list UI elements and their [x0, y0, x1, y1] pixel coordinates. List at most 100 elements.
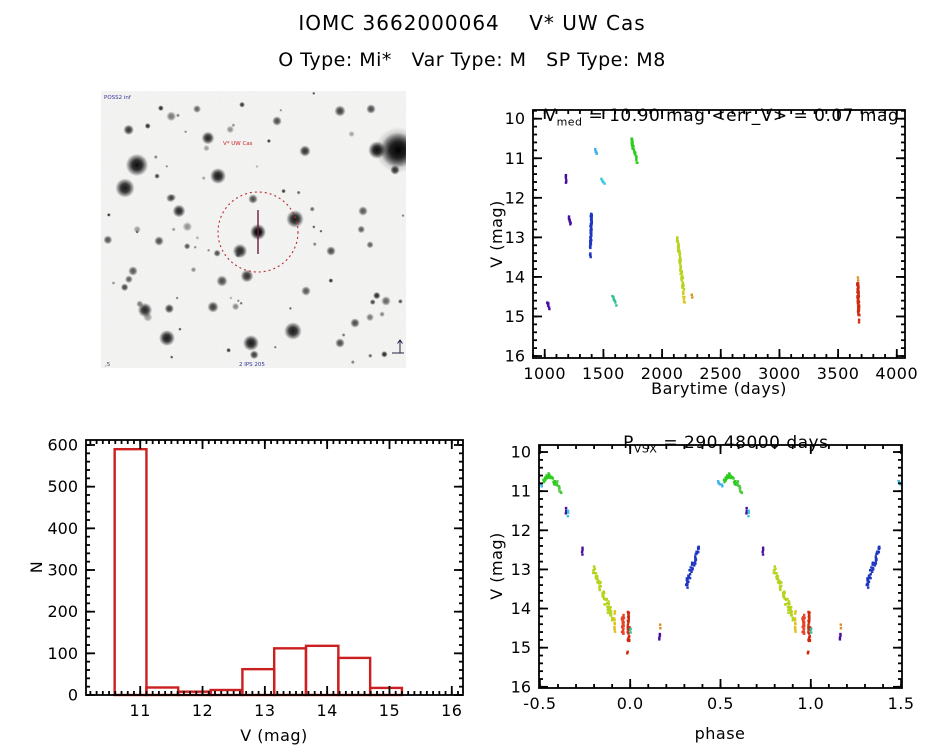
data-point: [728, 474, 731, 478]
data-point: [609, 605, 612, 609]
data-point: [592, 569, 595, 572]
data-point: [547, 303, 550, 307]
y-tick-label: 13: [505, 228, 525, 247]
data-point: [794, 610, 797, 613]
data-point: [678, 253, 681, 256]
data-point: [627, 621, 630, 624]
data-point: [633, 153, 637, 156]
data-point: [558, 487, 561, 490]
data-point: [838, 636, 842, 639]
data-point: [626, 650, 629, 653]
data-point: [677, 248, 681, 252]
data-point: [694, 555, 697, 558]
y-tick-label: 14: [511, 599, 531, 618]
data-point: [681, 286, 684, 289]
data-point: [747, 509, 750, 512]
y-tick-label: 16: [511, 677, 531, 696]
data-point: [565, 179, 568, 182]
data-point: [871, 563, 874, 566]
data-point: [782, 596, 786, 599]
data-point: [635, 158, 638, 162]
data-point: [564, 506, 568, 510]
data-point: [543, 477, 547, 481]
data-point: [610, 616, 614, 619]
data-point: [866, 579, 869, 582]
data-point: [856, 291, 859, 294]
data-point: [566, 515, 570, 518]
finder-bottom-label: 2 IPS 205: [239, 362, 265, 368]
data-point: [613, 622, 617, 626]
data-point: [780, 584, 783, 588]
data-point: [595, 577, 598, 581]
data-point: [681, 274, 684, 277]
data-point: [697, 546, 700, 550]
data-point: [567, 216, 571, 220]
data-point: [875, 550, 879, 553]
data-point: [659, 627, 662, 630]
data-point: [807, 619, 811, 623]
data-point: [622, 632, 625, 635]
data-point: [874, 562, 878, 565]
data-point: [679, 258, 682, 261]
data-point: [734, 483, 738, 486]
data-point: [802, 628, 805, 631]
data-point: [866, 581, 870, 585]
lightcurve-title-rest: = 10.90 mag <err_V> = 0.07 mag: [582, 106, 900, 126]
lightcurve-xlabel: Barytime (days): [651, 379, 787, 398]
data-point: [607, 605, 610, 608]
data-point: [606, 601, 610, 605]
data-point: [877, 550, 881, 554]
data-point: [866, 586, 870, 589]
data-point: [723, 480, 726, 484]
data-point: [856, 299, 860, 302]
data-point: [802, 632, 806, 635]
data-point: [564, 510, 568, 513]
data-point: [627, 639, 630, 643]
data-point: [631, 147, 635, 150]
data-point: [589, 240, 592, 243]
data-point: [627, 617, 630, 620]
data-point: [761, 548, 765, 552]
data-point: [745, 510, 748, 513]
data-point: [598, 588, 602, 592]
data-point: [680, 271, 683, 274]
data-point: [772, 571, 775, 575]
data-point: [778, 587, 782, 590]
x-tick-label: 2500: [699, 364, 742, 383]
data-point: [658, 636, 661, 639]
x-tick-label: 0.5: [707, 694, 734, 713]
data-point: [807, 610, 810, 614]
data-point: [676, 237, 679, 240]
data-point: [602, 596, 605, 599]
data-point: [590, 217, 593, 220]
data-point: [677, 250, 680, 253]
data-point: [783, 591, 786, 595]
data-point: [695, 550, 698, 553]
data-point: [856, 309, 860, 313]
data-point: [897, 479, 900, 483]
data-point: [547, 474, 550, 478]
data-point: [807, 615, 811, 619]
y-tick-label: 15: [511, 638, 531, 657]
data-point: [694, 557, 697, 561]
data-point: [680, 275, 683, 279]
y-tick-label: 200: [47, 602, 78, 621]
target-circle: [217, 191, 299, 273]
data-point: [745, 506, 748, 510]
data-point: [620, 625, 624, 629]
data-point: [806, 652, 810, 655]
data-point: [856, 279, 860, 282]
data-point: [556, 480, 559, 483]
data-point: [588, 245, 592, 249]
data-point: [627, 632, 630, 635]
data-point: [636, 161, 639, 164]
data-point: [688, 569, 692, 572]
data-point: [736, 480, 740, 483]
data-point: [690, 563, 694, 566]
histogram-xlabel: V (mag): [240, 726, 308, 745]
x-tick-label: 3000: [758, 364, 801, 383]
phase-title-lead: P: [623, 433, 634, 453]
data-point: [564, 175, 568, 178]
data-point: [589, 244, 592, 247]
data-point: [594, 148, 597, 151]
